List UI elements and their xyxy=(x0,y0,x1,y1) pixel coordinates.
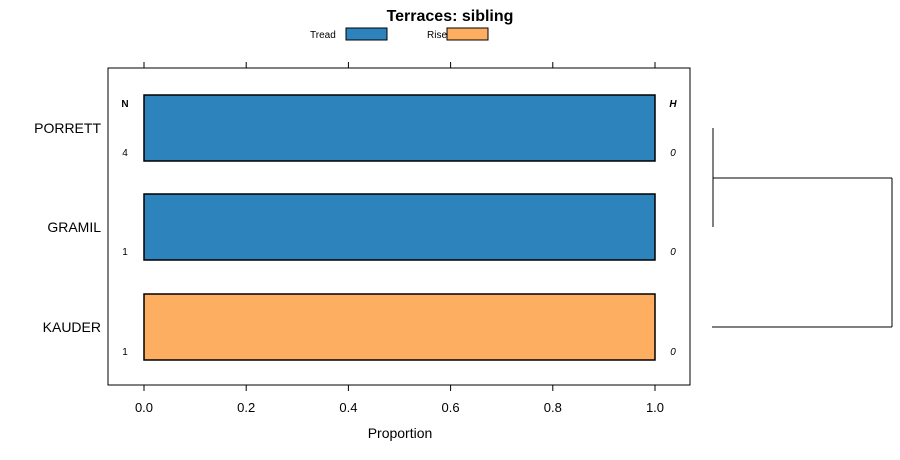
legend-swatch-tread xyxy=(345,27,388,41)
dendrogram xyxy=(712,128,893,328)
h-value: 0 xyxy=(670,247,676,258)
category-labels: PORRETT GRAMIL KAUDER xyxy=(34,120,101,335)
n-value: 1 xyxy=(122,347,128,358)
category-label: GRAMIL xyxy=(47,219,101,235)
x-tick-label: 0.0 xyxy=(135,400,153,415)
x-tick-label: 1.0 xyxy=(646,400,664,415)
x-tick-label: 0.2 xyxy=(237,400,255,415)
legend-label-tread: Tread xyxy=(310,30,336,41)
category-label: KAUDER xyxy=(43,319,101,335)
plot-frame xyxy=(107,67,691,386)
h-value: 0 xyxy=(670,148,676,159)
n-header: N xyxy=(121,99,128,110)
h-value: 0 xyxy=(670,347,676,358)
legend-swatch-riser xyxy=(446,27,489,41)
x-tick-label: 0.8 xyxy=(544,400,562,415)
legend-label-riser: Riser xyxy=(427,30,451,41)
bars xyxy=(143,94,656,361)
category-label: PORRETT xyxy=(34,120,101,136)
side-annotations: N H 4 0 1 0 1 0 xyxy=(121,99,677,358)
x-tick-label: 0.4 xyxy=(339,400,357,415)
bar-porrett-tread xyxy=(143,94,656,162)
n-value: 4 xyxy=(122,148,128,159)
h-header: H xyxy=(669,99,677,110)
legend: Tread Riser xyxy=(310,27,489,41)
x-tick-label: 0.6 xyxy=(442,400,460,415)
x-axis: 0.0 0.2 0.4 0.6 0.8 1.0 xyxy=(135,62,664,415)
n-value: 1 xyxy=(122,247,128,258)
chart-title: Terraces: sibling xyxy=(387,8,514,25)
bar-gramil-tread xyxy=(143,193,656,261)
x-axis-label: Proportion xyxy=(368,425,433,441)
bar-kauder-riser xyxy=(143,293,656,361)
